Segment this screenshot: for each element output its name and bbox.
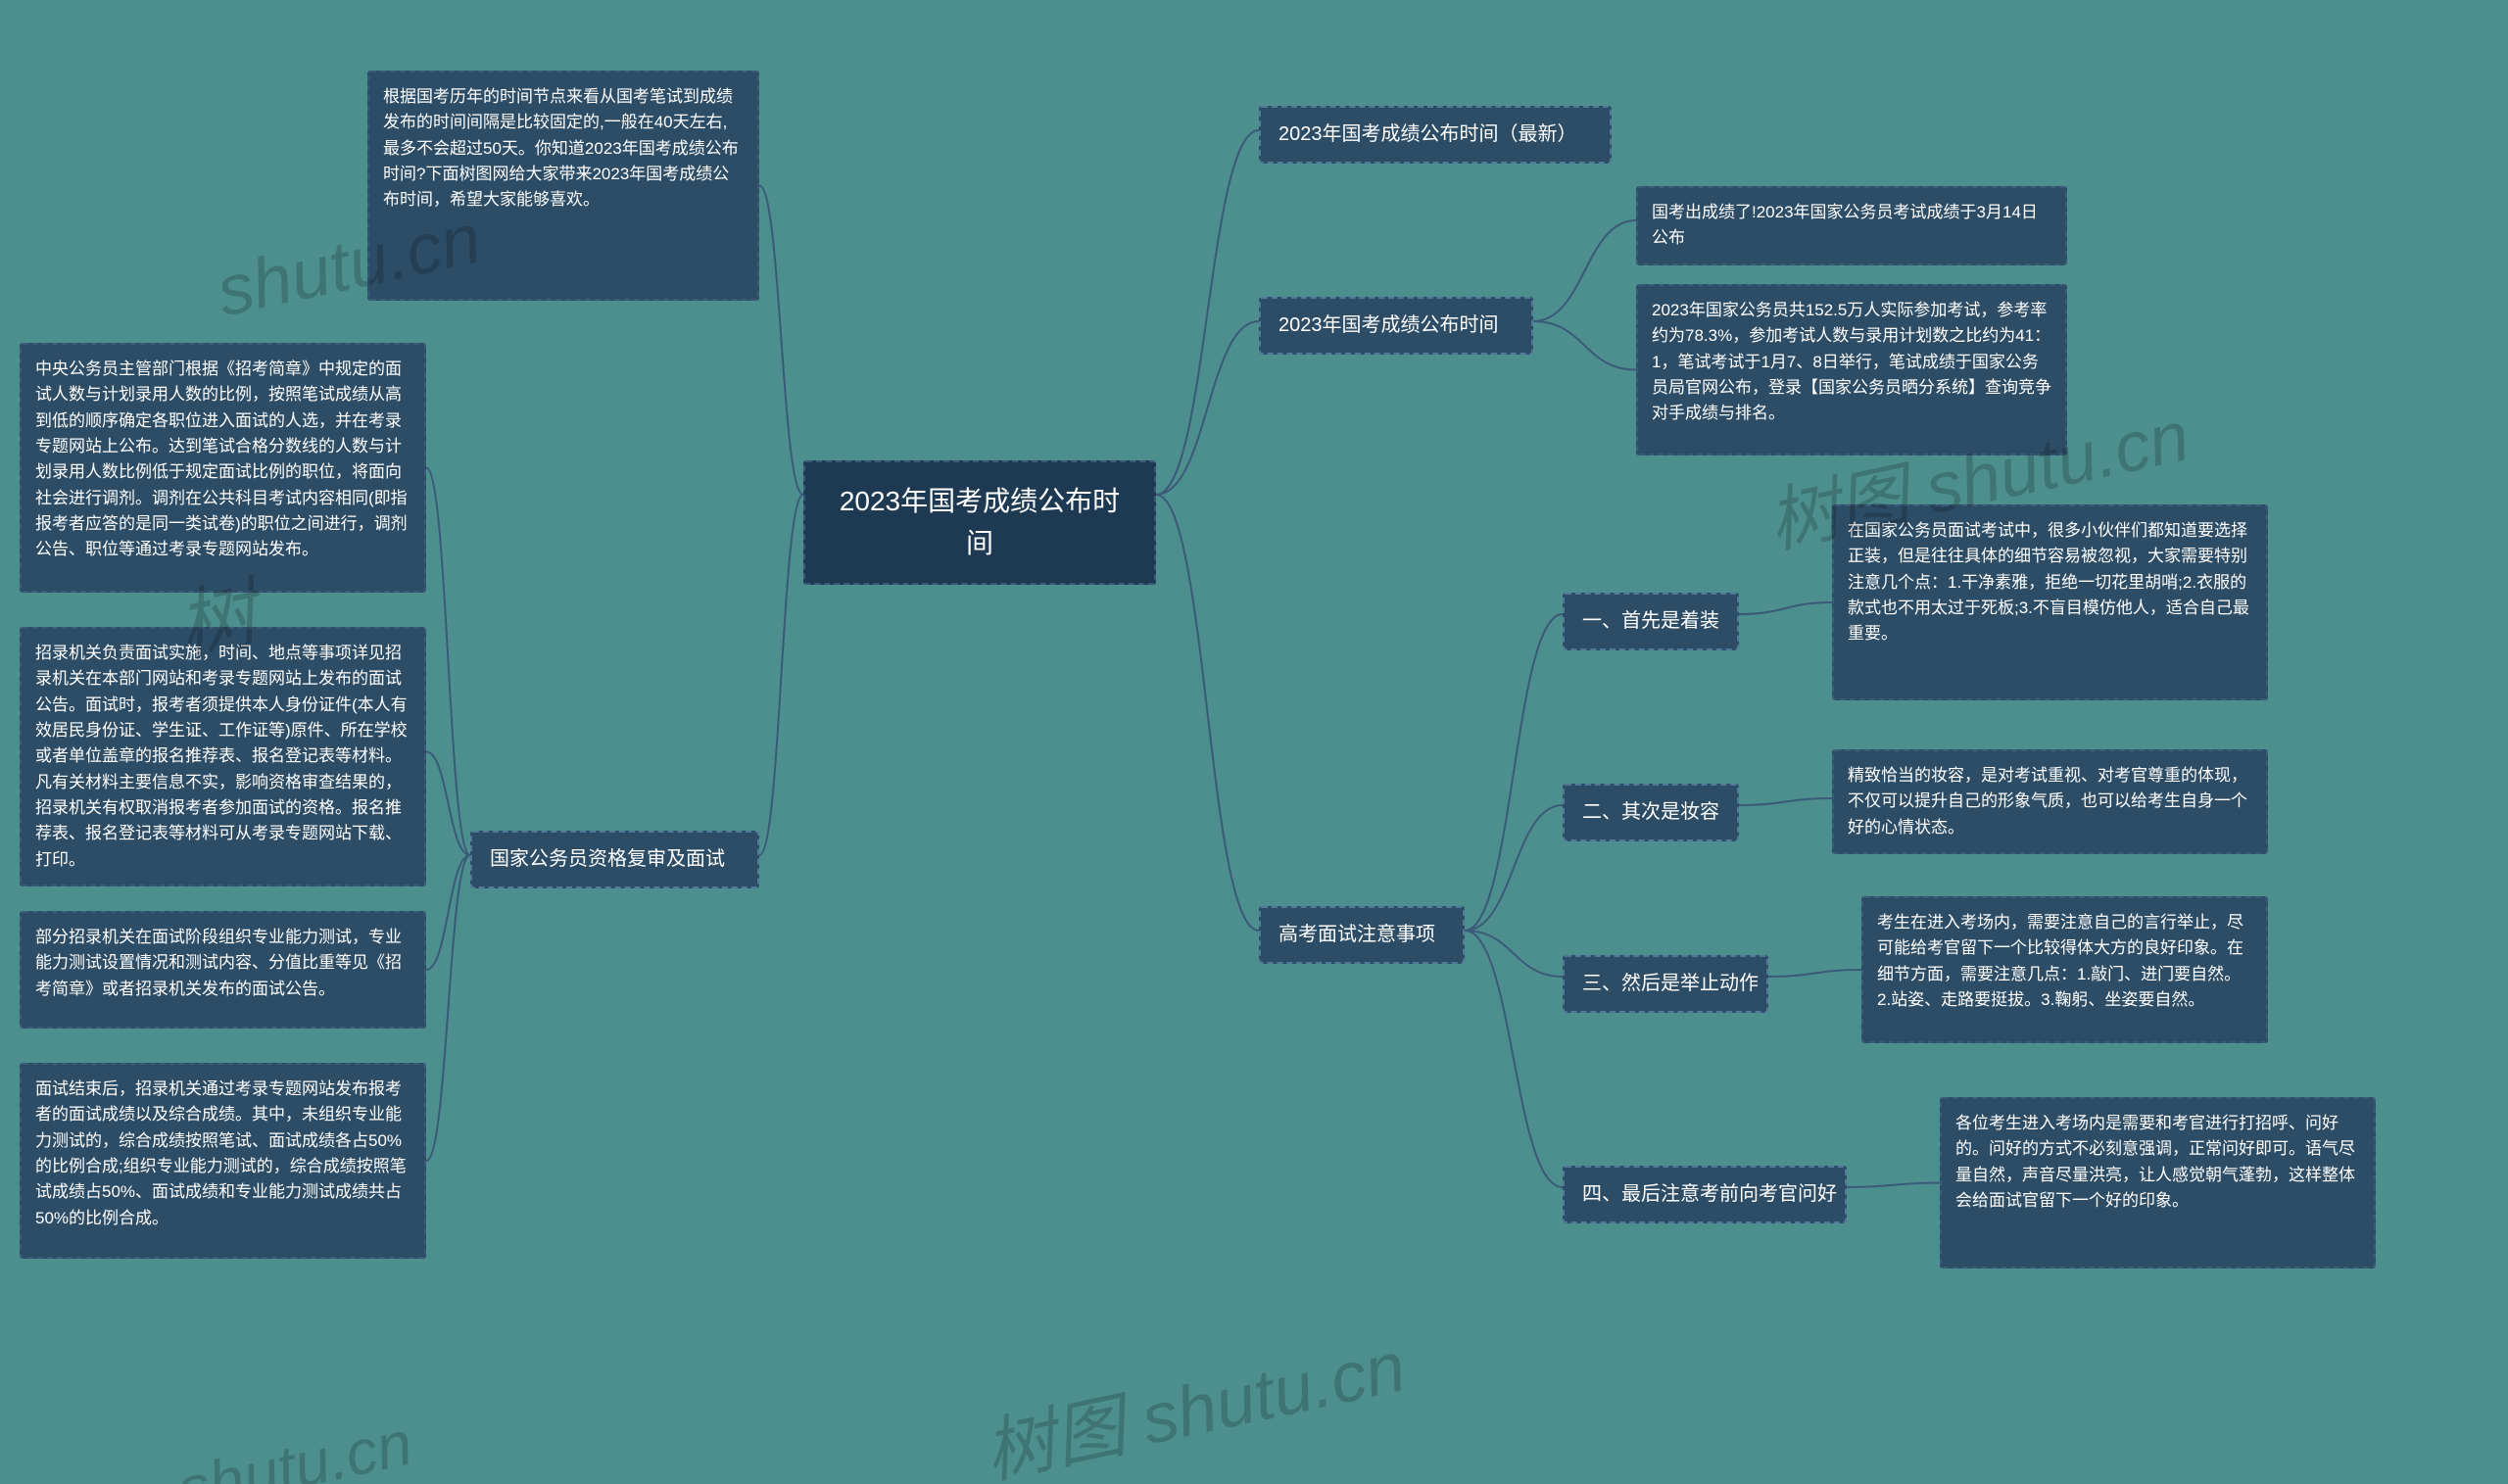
sub-branch-tip4[interactable]: 四、最后注意考前向考官问好 (1563, 1166, 1847, 1223)
leaf-tip3t: 考生在进入考场内，需要注意自己的言行举止，尽可能给考官留下一个比较得体大方的良好… (1861, 896, 2268, 1043)
sub-branch-tip2[interactable]: 二、其次是妆容 (1563, 784, 1739, 841)
left-leaf-rev4: 面试结束后，招录机关通过考录专题网站发布报考者的面试成绩以及综合成绩。其中，未组… (20, 1063, 426, 1259)
leaf-tip1t: 在国家公务员面试考试中，很多小伙伴们都知道要选择正装，但是往往具体的细节容易被忽… (1832, 504, 2268, 700)
intro-note: 根据国考历年的时间节点来看从国考笔试到成绩发布的时间间隔是比较固定的,一般在40… (367, 71, 759, 301)
leaf-time1: 国考出成绩了!2023年国家公务员考试成绩于3月14日公布 (1636, 186, 2067, 265)
sub-branch-tip3[interactable]: 三、然后是举止动作 (1563, 955, 1768, 1013)
right-branch-time[interactable]: 2023年国考成绩公布时间 (1259, 297, 1533, 355)
right-branch-latest[interactable]: 2023年国考成绩公布时间（最新） (1259, 106, 1612, 164)
leaf-tip4t: 各位考生进入考场内是需要和考官进行打招呼、问好的。问好的方式不必刻意强调，正常问… (1940, 1097, 2376, 1269)
right-branch-tips[interactable]: 高考面试注意事项 (1259, 906, 1465, 964)
left-leaf-rev2: 招录机关负责面试实施，时间、地点等事项详见招录机关在本部门网站和考录专题网站上发… (20, 627, 426, 886)
sub-branch-tip1[interactable]: 一、首先是着装 (1563, 593, 1739, 650)
root-node[interactable]: 2023年国考成绩公布时间 (803, 460, 1156, 585)
left-leaf-rev1: 中央公务员主管部门根据《招考简章》中规定的面试人数与计划录用人数的比例，按照笔试… (20, 343, 426, 593)
leaf-tip2t: 精致恰当的妆容，是对考试重视、对考官尊重的体现，不仅可以提升自己的形象气质，也可… (1832, 749, 2268, 854)
left-leaf-rev3: 部分招录机关在面试阶段组织专业能力测试，专业能力测试设置情况和测试内容、分值比重… (20, 911, 426, 1029)
left-branch-review[interactable]: 国家公务员资格复审及面试 (470, 831, 759, 888)
leaf-time2: 2023年国家公务员共152.5万人实际参加考试，参考率约为78.3%，参加考试… (1636, 284, 2067, 455)
